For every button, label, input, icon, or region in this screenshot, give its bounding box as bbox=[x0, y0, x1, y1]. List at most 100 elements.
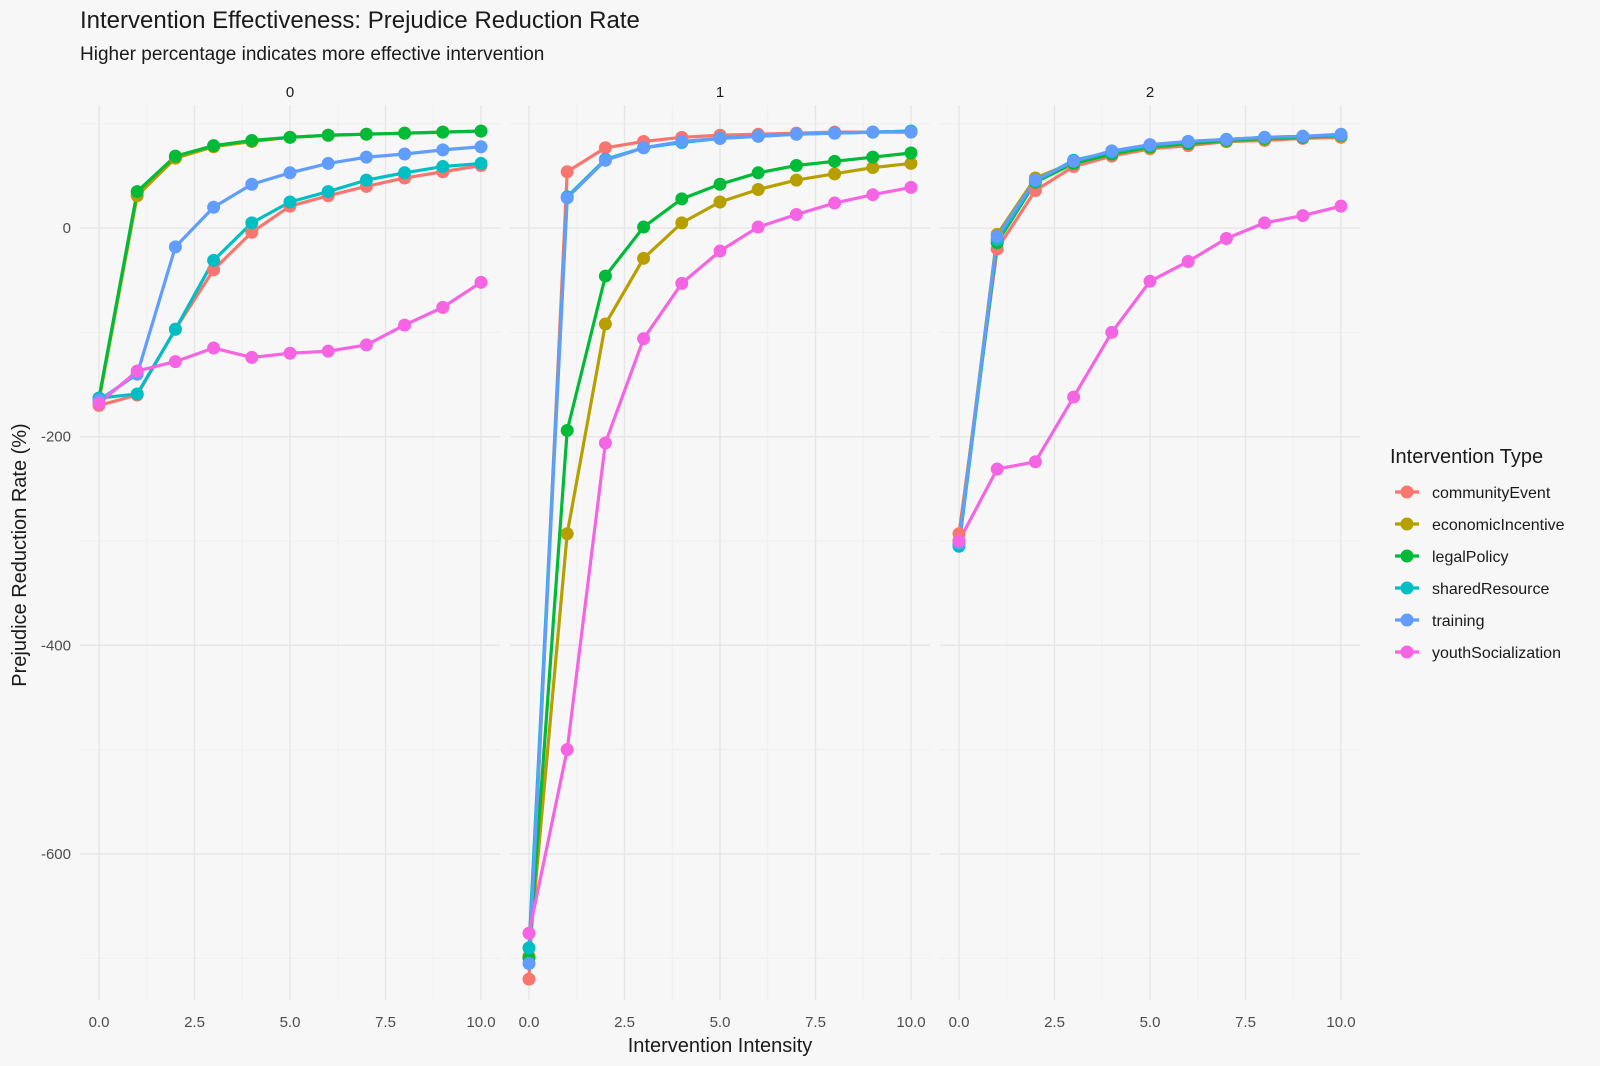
data-point-sharedResource bbox=[359, 173, 373, 187]
data-point-youthSocialization bbox=[398, 318, 412, 332]
data-point-legalPolicy bbox=[713, 177, 727, 191]
legend-item-youthSocialization: youthSocialization bbox=[1395, 645, 1561, 662]
data-point-youthSocialization bbox=[789, 208, 803, 222]
data-point-sharedResource bbox=[245, 216, 259, 230]
data-point-youthSocialization bbox=[359, 338, 373, 352]
legend-key-point bbox=[1400, 613, 1414, 627]
data-point-legalPolicy bbox=[436, 125, 450, 139]
data-point-legalPolicy bbox=[168, 149, 182, 163]
data-point-legalPolicy bbox=[207, 139, 221, 153]
facet-strip-label: 2 bbox=[1146, 84, 1154, 101]
data-point-economicIncentive bbox=[713, 195, 727, 209]
data-point-legalPolicy bbox=[598, 269, 612, 283]
legend-label: sharedResource bbox=[1432, 581, 1550, 598]
y-tick-label: -600 bbox=[41, 846, 71, 863]
data-point-youthSocialization bbox=[92, 396, 106, 410]
data-point-training bbox=[598, 153, 612, 167]
data-point-legalPolicy bbox=[637, 220, 651, 234]
data-point-youthSocialization bbox=[1296, 209, 1310, 223]
data-point-economicIncentive bbox=[598, 317, 612, 331]
data-point-sharedResource bbox=[207, 253, 221, 267]
legend-item-sharedResource: sharedResource bbox=[1395, 581, 1550, 598]
legend-label: economicIncentive bbox=[1432, 517, 1565, 534]
data-point-training bbox=[1334, 127, 1348, 141]
data-point-youthSocialization bbox=[713, 244, 727, 258]
data-point-communityEvent bbox=[207, 263, 221, 277]
facet-panel-2: 2 0.0 2.5 5.0 7.5 10.0 bbox=[940, 84, 1360, 1031]
data-point-economicIncentive bbox=[789, 173, 803, 187]
data-point-legalPolicy bbox=[283, 130, 297, 144]
data-point-training bbox=[207, 200, 221, 214]
data-point-youthSocialization bbox=[1258, 216, 1272, 230]
facet-strip-label: 1 bbox=[716, 84, 724, 101]
x-tick-label: 10.0 bbox=[1326, 1014, 1355, 1031]
data-point-training bbox=[1067, 154, 1081, 168]
x-tick-label: 7.5 bbox=[1235, 1014, 1256, 1031]
legend-label: youthSocialization bbox=[1432, 645, 1561, 662]
data-point-legalPolicy bbox=[828, 154, 842, 168]
x-tick-label: 5.0 bbox=[280, 1014, 301, 1031]
data-point-sharedResource bbox=[321, 185, 335, 199]
data-point-youthSocialization bbox=[828, 196, 842, 210]
data-point-youthSocialization bbox=[436, 300, 450, 314]
data-point-communityEvent bbox=[598, 141, 612, 155]
facet-strip-label: 0 bbox=[286, 84, 294, 101]
data-point-youthSocialization bbox=[751, 220, 765, 234]
data-point-sharedResource bbox=[168, 322, 182, 336]
data-point-legalPolicy bbox=[321, 128, 335, 142]
data-point-youthSocialization bbox=[637, 332, 651, 346]
data-point-communityEvent bbox=[522, 972, 536, 986]
data-point-training bbox=[713, 131, 727, 145]
data-point-training bbox=[359, 150, 373, 164]
data-point-sharedResource bbox=[474, 156, 488, 170]
data-point-legalPolicy bbox=[245, 133, 259, 147]
data-point-youthSocialization bbox=[1219, 232, 1233, 246]
data-point-training bbox=[522, 956, 536, 970]
data-point-youthSocialization bbox=[866, 188, 880, 202]
x-tick-label: 7.5 bbox=[375, 1014, 396, 1031]
data-point-sharedResource bbox=[398, 166, 412, 180]
data-point-youthSocialization bbox=[598, 436, 612, 450]
data-point-youthSocialization bbox=[675, 276, 689, 290]
data-point-legalPolicy bbox=[560, 423, 574, 437]
data-point-communityEvent bbox=[560, 165, 574, 179]
legend-label: communityEvent bbox=[1432, 485, 1551, 502]
data-point-training bbox=[283, 166, 297, 180]
data-point-economicIncentive bbox=[637, 251, 651, 265]
x-tick-label: 0.0 bbox=[89, 1014, 110, 1031]
data-point-legalPolicy bbox=[359, 127, 373, 141]
data-point-youthSocialization bbox=[1143, 274, 1157, 288]
data-point-economicIncentive bbox=[675, 216, 689, 230]
legend-item-legalPolicy: legalPolicy bbox=[1395, 549, 1508, 566]
data-point-training bbox=[245, 177, 259, 191]
data-point-youthSocialization bbox=[904, 180, 918, 194]
data-point-youthSocialization bbox=[168, 355, 182, 369]
legend-key-point bbox=[1400, 485, 1414, 499]
y-axis-title: Prejudice Reduction Rate (%) bbox=[9, 423, 31, 686]
data-point-training bbox=[904, 125, 918, 139]
data-point-economicIncentive bbox=[904, 156, 918, 170]
data-point-legalPolicy bbox=[866, 150, 880, 164]
data-point-training bbox=[1258, 130, 1272, 144]
x-tick-label: 5.0 bbox=[1140, 1014, 1161, 1031]
data-point-training bbox=[1296, 129, 1310, 143]
data-point-economicIncentive bbox=[560, 527, 574, 541]
data-point-training bbox=[866, 125, 880, 139]
data-point-training bbox=[168, 240, 182, 254]
legend-item-communityEvent: communityEvent bbox=[1395, 485, 1551, 502]
data-point-economicIncentive bbox=[828, 167, 842, 181]
data-point-legalPolicy bbox=[789, 159, 803, 173]
data-point-training bbox=[1181, 135, 1195, 149]
data-point-economicIncentive bbox=[866, 161, 880, 175]
legend-key-point bbox=[1400, 517, 1414, 531]
x-tick-label: 10.0 bbox=[896, 1014, 925, 1031]
x-tick-label: 7.5 bbox=[805, 1014, 826, 1031]
data-point-training bbox=[398, 147, 412, 161]
data-point-youthSocialization bbox=[207, 341, 221, 355]
data-point-sharedResource bbox=[130, 387, 144, 401]
data-point-training bbox=[321, 156, 335, 170]
data-point-training bbox=[789, 127, 803, 141]
